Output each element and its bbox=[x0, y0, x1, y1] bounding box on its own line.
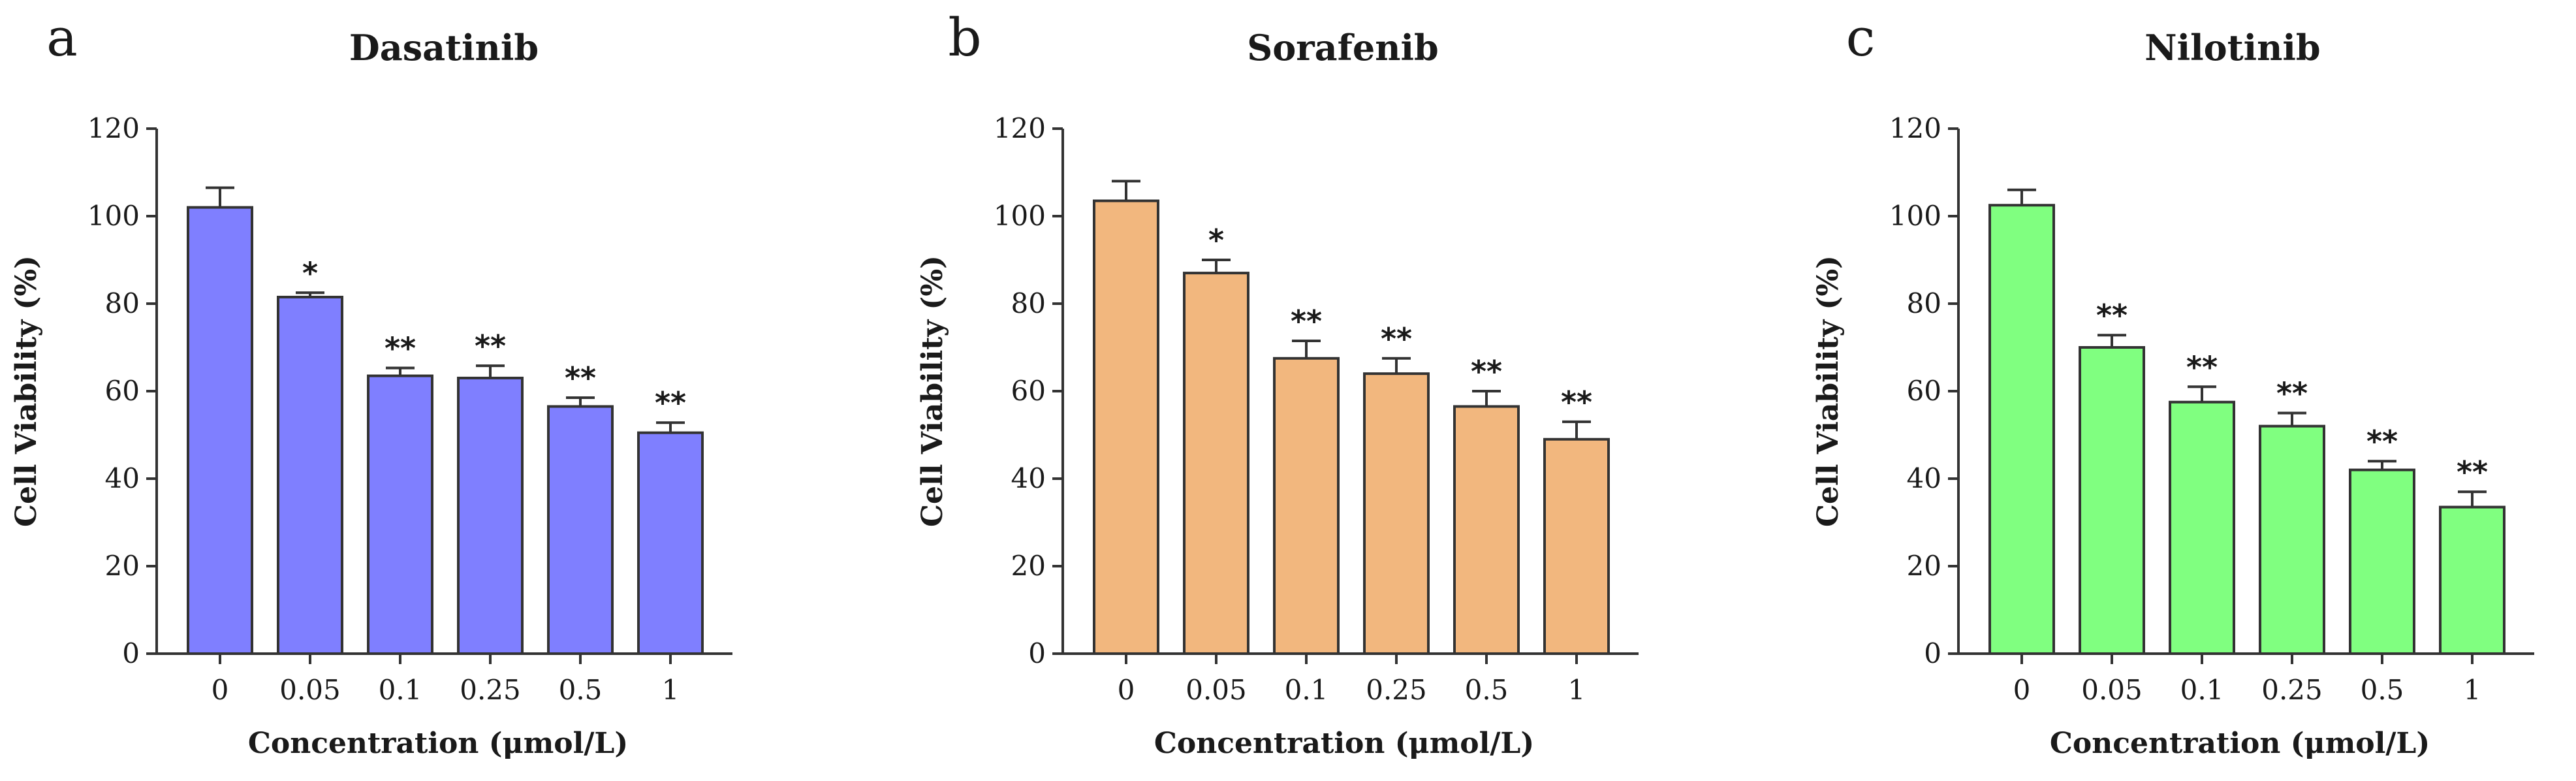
x-tick-label: 0.25 bbox=[2261, 674, 2323, 706]
y-tick-label: 0 bbox=[1924, 637, 1941, 669]
x-axis-label: Concentration (μmol/L) bbox=[1154, 727, 1534, 760]
y-tick-label: 40 bbox=[1907, 462, 1941, 494]
y-axis-label: Cell Viability (%) bbox=[1812, 255, 1845, 527]
x-tick-label: 0.1 bbox=[2180, 674, 2224, 706]
significance-label: ** bbox=[475, 328, 506, 364]
x-tick-label: 0.5 bbox=[1465, 674, 1509, 706]
bar-0.1 bbox=[1273, 357, 1340, 655]
x-tick-label: 0.25 bbox=[1366, 674, 1427, 706]
y-tick-label: 0 bbox=[1028, 637, 1046, 669]
panel-letter: c bbox=[1846, 7, 1876, 68]
bar-0.25 bbox=[457, 376, 524, 656]
bar-0 bbox=[187, 206, 253, 656]
bar-0 bbox=[1988, 204, 2055, 655]
x-tick-label: 0.1 bbox=[379, 674, 422, 706]
chart-panel-b: b Sorafenib 0 20 40 60 80 100 120 Cell Viability … bbox=[916, 7, 1639, 760]
y-axis-label: Cell Viability (%) bbox=[10, 255, 43, 527]
panel-letter: b bbox=[948, 7, 981, 68]
x-tick-label: 0 bbox=[1118, 674, 1135, 706]
chart-panel-a: a Dasatinib 0 20 40 60 80 100 120 Cell Viability … bbox=[10, 7, 732, 760]
significance-label: ** bbox=[385, 330, 416, 366]
x-axis-label: Concentration (μmol/L) bbox=[2050, 727, 2430, 760]
y-tick-label: 100 bbox=[87, 200, 140, 232]
chart-panel-c: c Nilotinib 0 20 40 60 80 100 120 Cell Viability … bbox=[1812, 7, 2534, 760]
bar-0.5 bbox=[1453, 405, 1520, 655]
y-tick-label: 40 bbox=[1011, 462, 1046, 494]
significance-label: ** bbox=[1291, 304, 1322, 339]
bar-0.5 bbox=[547, 405, 614, 655]
chart-title: Nilotinib bbox=[2144, 27, 2320, 69]
significance-label: ** bbox=[565, 360, 596, 396]
y-tick-label: 80 bbox=[1011, 287, 1046, 319]
y-tick-label: 20 bbox=[1907, 550, 1941, 582]
bar-0 bbox=[1093, 199, 1159, 655]
bar-1 bbox=[1543, 438, 1610, 655]
y-axis-label: Cell Viability (%) bbox=[916, 255, 949, 527]
x-tick-label: 0.5 bbox=[2361, 674, 2404, 706]
x-tick-label: 0.05 bbox=[2081, 674, 2143, 706]
y-tick-label: 40 bbox=[105, 462, 140, 494]
significance-label: ** bbox=[655, 385, 686, 421]
x-tick-label: 0.05 bbox=[279, 674, 341, 706]
panel-letter: a bbox=[46, 7, 78, 68]
bar-0.05 bbox=[1183, 272, 1249, 656]
significance-label: * bbox=[302, 255, 318, 291]
x-axis-label: Concentration (μmol/L) bbox=[248, 727, 628, 760]
bar-0.05 bbox=[277, 295, 343, 655]
y-tick-label: 60 bbox=[105, 375, 140, 407]
bar-0.5 bbox=[2349, 468, 2415, 655]
bar-1 bbox=[2439, 505, 2505, 655]
bar-0.25 bbox=[1363, 372, 1430, 655]
significance-label: ** bbox=[1561, 385, 1592, 420]
bar-0.05 bbox=[2079, 346, 2145, 655]
significance-label: ** bbox=[2366, 424, 2398, 459]
y-tick-label: 100 bbox=[994, 200, 1046, 232]
significance-label: ** bbox=[2457, 454, 2488, 490]
significance-label: ** bbox=[2276, 376, 2308, 411]
x-tick-label: 1 bbox=[1568, 674, 1586, 706]
chart-title: Dasatinib bbox=[349, 27, 539, 69]
x-tick-label: 0.1 bbox=[1285, 674, 1328, 706]
x-tick-label: 0 bbox=[212, 674, 229, 706]
x-tick-label: 0.25 bbox=[460, 674, 521, 706]
y-tick-label: 100 bbox=[1889, 200, 1941, 232]
significance-label: ** bbox=[1381, 321, 1412, 357]
bar-0.1 bbox=[2169, 400, 2235, 655]
x-tick-label: 0.05 bbox=[1186, 674, 1247, 706]
x-tick-label: 0.5 bbox=[559, 674, 603, 706]
y-tick-label: 80 bbox=[105, 287, 140, 319]
y-tick-label: 0 bbox=[122, 637, 140, 669]
y-tick-label: 20 bbox=[1011, 550, 1046, 582]
y-tick-label: 60 bbox=[1011, 375, 1046, 407]
y-tick-label: 120 bbox=[1889, 112, 1941, 144]
bar-0.1 bbox=[367, 374, 433, 655]
x-tick-label: 1 bbox=[2464, 674, 2481, 706]
bar-1 bbox=[637, 431, 704, 656]
y-tick-label: 80 bbox=[1907, 287, 1941, 319]
significance-label: ** bbox=[2096, 298, 2128, 333]
x-tick-label: 0 bbox=[2013, 674, 2031, 706]
chart-title: Sorafenib bbox=[1247, 27, 1439, 69]
bar-0.25 bbox=[2259, 424, 2325, 655]
y-tick-label: 120 bbox=[994, 112, 1046, 144]
significance-label: ** bbox=[1471, 354, 1502, 389]
significance-label: * bbox=[1208, 223, 1224, 258]
y-tick-label: 60 bbox=[1907, 375, 1941, 407]
y-tick-label: 20 bbox=[105, 550, 140, 582]
x-tick-label: 1 bbox=[662, 674, 680, 706]
y-tick-label: 120 bbox=[87, 112, 140, 144]
significance-label: ** bbox=[2186, 349, 2218, 385]
